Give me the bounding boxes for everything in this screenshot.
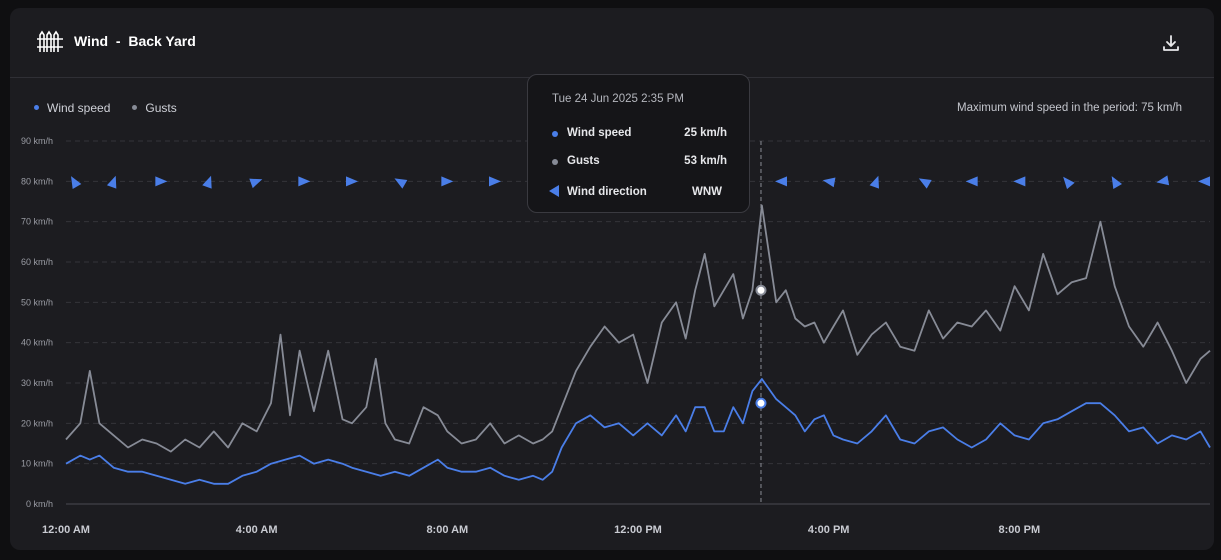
card-title: Wind - Back Yard: [74, 33, 196, 49]
wind-direction-arrow: [489, 176, 501, 187]
wind-direction-arrow: [822, 177, 836, 188]
x-tick-label: 8:00 PM: [999, 524, 1041, 536]
wind-direction-arrow: [441, 176, 454, 187]
wind-card: Wind - Back Yard Wind speed Gusts Maximu…: [10, 8, 1214, 550]
y-tick-label: 90 km/h: [21, 136, 53, 146]
chart-tooltip: Tue 24 Jun 2025 2:35 PM Wind speed 25 km…: [527, 74, 750, 213]
wind-direction-arrow: [202, 175, 212, 189]
wind-direction-arrow: [918, 178, 932, 189]
legend-wind-speed[interactable]: Wind speed: [34, 101, 110, 115]
fence-icon: [37, 30, 63, 52]
legend-gusts[interactable]: Gusts: [132, 101, 177, 115]
series-line-gusts: [65, 204, 1211, 453]
wind-direction-arrow: [1156, 175, 1170, 186]
chart-legend: Wind speed Gusts: [34, 101, 177, 115]
y-tick-label: 70 km/h: [21, 217, 53, 227]
wind-direction-arrow: [346, 176, 358, 187]
y-tick-label: 20 km/h: [21, 418, 53, 428]
x-tick-label: 4:00 PM: [808, 524, 850, 536]
series-line-wind-speed: [65, 378, 1211, 485]
tooltip-date: Tue 24 Jun 2025 2:35 PM: [552, 93, 684, 105]
wind-direction-arrow: [71, 176, 82, 190]
wind-direction-arrow: [1063, 176, 1075, 190]
y-tick-label: 30 km/h: [21, 378, 53, 388]
y-tick-label: 60 km/h: [21, 257, 53, 267]
wind-chart[interactable]: 0 km/h 10 km/h 20 km/h 30 km/h 40 km/h 50 km/…: [10, 8, 1214, 550]
wind-direction-arrow: [1111, 176, 1122, 190]
wind-direction-arrow: [249, 178, 263, 189]
y-tick-label: 0 km/h: [26, 499, 53, 509]
hover-point-wind-speed: [755, 397, 767, 409]
wind-direction-arrow: [1013, 176, 1026, 187]
x-tick-label: 8:00 AM: [426, 524, 468, 536]
x-tick-label: 12:00 AM: [42, 524, 90, 536]
wind-direction-arrow: [298, 176, 311, 187]
x-tick-label: 12:00 PM: [614, 524, 662, 536]
wind-direction-arrow: [869, 175, 879, 189]
download-icon[interactable]: [1161, 33, 1181, 53]
max-wind-info: Maximum wind speed in the period: 75 km/…: [957, 102, 1182, 114]
wind-direction-arrow: [106, 175, 117, 189]
wind-direction-arrow: [1198, 176, 1210, 187]
direction-arrow-icon: [549, 185, 559, 197]
y-tick-label: 40 km/h: [21, 338, 53, 348]
y-tick-label: 50 km/h: [21, 297, 53, 307]
wind-direction-arrow: [155, 176, 168, 187]
wind-direction-arrow: [394, 178, 408, 189]
x-tick-label: 4:00 AM: [236, 524, 278, 536]
hover-point-gusts: [755, 284, 767, 296]
wind-direction-arrow: [775, 176, 787, 187]
wind-direction-arrow: [965, 176, 978, 187]
y-tick-label: 10 km/h: [21, 459, 53, 469]
y-tick-label: 80 km/h: [21, 176, 53, 186]
